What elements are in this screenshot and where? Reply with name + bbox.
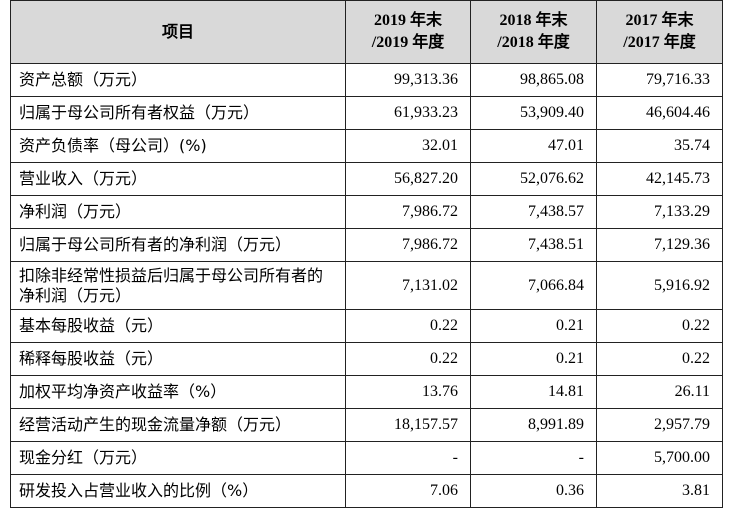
value-cell: 53,909.40: [470, 96, 597, 130]
value-cell: 7.06: [345, 474, 471, 508]
value-cell: 14.81: [470, 375, 597, 409]
value-cell: 5,916.92: [596, 261, 723, 310]
table-row: 稀释每股收益（元） 0.22 0.21 0.22: [10, 342, 723, 376]
value-cell: 3.81: [596, 474, 723, 508]
row-label: 资产负债率（母公司）(%): [10, 129, 346, 163]
row-label: 营业收入（万元）: [10, 162, 346, 196]
value-cell: 7,129.36: [596, 228, 723, 262]
table-row: 资产负债率（母公司）(%) 32.01 47.01 35.74: [10, 129, 723, 163]
value-cell: 32.01: [345, 129, 471, 163]
row-label: 研发投入占营业收入的比例（%）: [10, 474, 346, 508]
row-label: 稀释每股收益（元）: [10, 342, 346, 376]
header-line: /2017 年度: [623, 34, 696, 51]
value-cell: 7,986.72: [345, 195, 471, 229]
value-cell: 0.22: [596, 309, 723, 343]
value-cell: 0.22: [345, 342, 471, 376]
value-cell: 8,991.89: [470, 408, 597, 442]
row-label: 扣除非经常性损益后归属于母公司所有者的净利润（万元）: [10, 261, 346, 310]
table-row: 研发投入占营业收入的比例（%） 7.06 0.36 3.81: [10, 474, 723, 508]
row-label: 资产总额（万元）: [10, 63, 346, 97]
table-row: 加权平均净资产收益率（%） 13.76 14.81 26.11: [10, 375, 723, 409]
table-body: 资产总额（万元） 99,313.36 98,865.08 79,716.33 归属于母公…: [10, 63, 723, 508]
table-row: 扣除非经常性损益后归属于母公司所有者的净利润（万元） 7,131.02 7,066.…: [10, 261, 723, 310]
value-cell: 61,933.23: [345, 96, 471, 130]
value-cell: 47.01: [470, 129, 597, 163]
row-label: 净利润（万元）: [10, 195, 346, 229]
table-row: 资产总额（万元） 99,313.36 98,865.08 79,716.33: [10, 63, 723, 97]
row-label: 现金分红（万元）: [10, 441, 346, 475]
value-cell: 56,827.20: [345, 162, 471, 196]
header-line: 项目: [161, 22, 194, 41]
header-cell: 2019 年末/2019 年度: [345, 0, 471, 64]
value-cell: 7,438.51: [470, 228, 597, 262]
value-cell: 46,604.46: [596, 96, 723, 130]
header-cell: 2018 年末/2018 年度: [470, 0, 597, 64]
table-row: 现金分红（万元） - -5,700.00: [10, 441, 723, 475]
row-label: 基本每股收益（元）: [10, 309, 346, 343]
value-cell: 0.22: [345, 309, 471, 343]
value-cell: 7,066.84: [470, 261, 597, 310]
table-row: 基本每股收益（元） 0.22 0.21 0.22: [10, 309, 723, 343]
table-row: 营业收入（万元） 56,827.20 52,076.62 42,145.73: [10, 162, 723, 196]
value-cell: 13.76: [345, 375, 471, 409]
value-cell: 99,313.36: [345, 63, 471, 97]
value-cell: 26.11: [596, 375, 723, 409]
data-table: 项目 2019 年末/2019 年度 2018 年末/2018 年度 2017 年末 /…: [10, 0, 723, 508]
table-row: 归属于母公司所有者的净利润（万元） 7,986.72 7,438.51 7,129.3…: [10, 228, 723, 262]
header-cell: 2017 年末/2017 年度: [596, 0, 723, 64]
row-label: 归属于母公司所有者权益（万元）: [10, 96, 346, 130]
value-cell: 0.22: [596, 342, 723, 376]
value-cell: -: [470, 441, 597, 475]
value-cell: 52,076.62: [470, 162, 597, 196]
row-label: 加权平均净资产收益率（%）: [10, 375, 346, 409]
value-cell: 7,131.02: [345, 261, 471, 310]
table-row: 净利润（万元） 7,986.72 7,438.57 7,133.29: [10, 195, 723, 229]
header-line: /2019 年度: [371, 34, 445, 51]
value-cell: 0.21: [470, 342, 597, 376]
header-line: 2018 年末: [499, 12, 568, 29]
value-cell: 98,865.08: [470, 63, 597, 97]
value-cell: 79,716.33: [596, 63, 723, 97]
header-line: 2019 年末: [373, 12, 442, 29]
value-cell: 5,700.00: [596, 441, 723, 475]
value-cell: 42,145.73: [596, 162, 723, 196]
value-cell: 7,986.72: [345, 228, 471, 262]
value-cell: 0.21: [470, 309, 597, 343]
row-label: 归属于母公司所有者的净利润（万元）: [10, 228, 346, 262]
header-line: /2018 年度: [497, 34, 570, 51]
table-row: 归属于母公司所有者权益（万元） 61,933.23 53,909.40 46,604.…: [10, 96, 723, 130]
value-cell: -: [345, 441, 471, 475]
value-cell: 35.74: [596, 129, 723, 163]
header-row: 项目 2019 年末/2019 年度 2018 年末/2018 年度 2017 年末 /…: [10, 0, 723, 64]
header-cell: 项目: [10, 0, 346, 64]
value-cell: 7,133.29: [596, 195, 723, 229]
table-row: 经营活动产生的现金流量净额（万元） 18,157.57 8,991.89 2,957.…: [10, 408, 723, 442]
value-cell: 0.36: [470, 474, 597, 508]
value-cell: 2,957.79: [596, 408, 723, 442]
value-cell: 18,157.57: [345, 408, 471, 442]
header-line: 2017 年末: [625, 12, 694, 29]
value-cell: 7,438.57: [470, 195, 597, 229]
row-label: 经营活动产生的现金流量净额（万元）: [10, 408, 346, 442]
